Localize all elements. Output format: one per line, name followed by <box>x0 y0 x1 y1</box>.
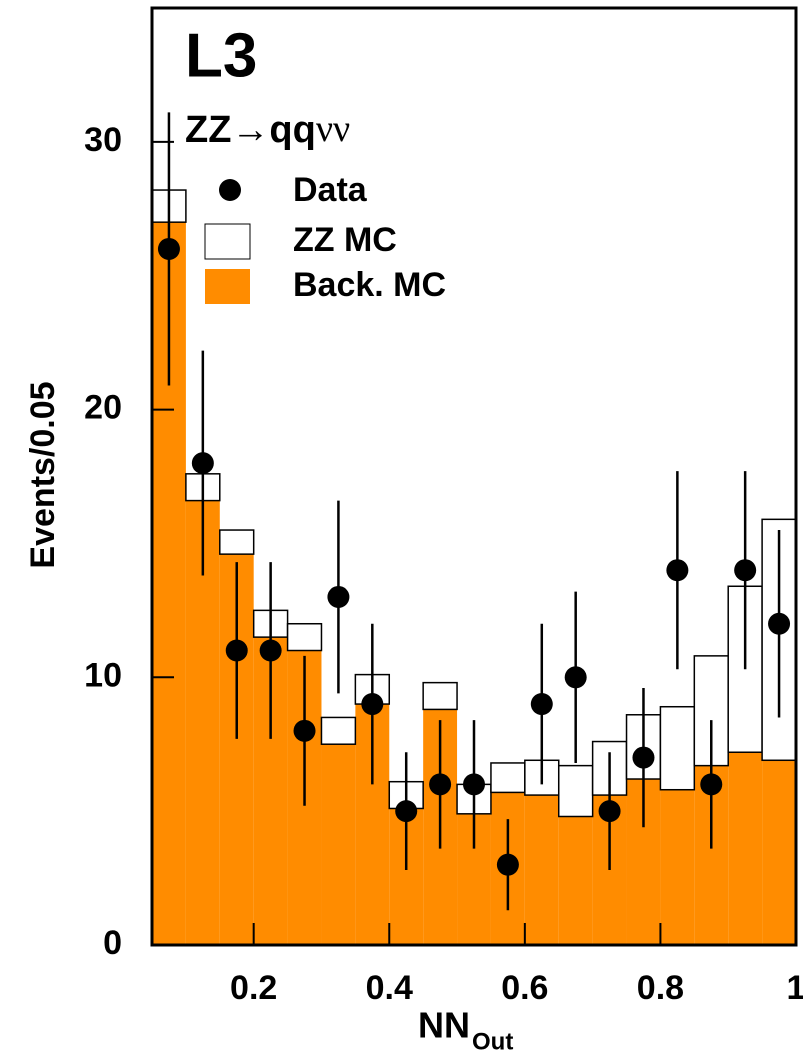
data-point <box>463 773 485 796</box>
legend-label: Back. MC <box>293 266 446 304</box>
bar <box>557 764 594 818</box>
legend-swatch <box>205 269 250 304</box>
data-point <box>564 666 587 689</box>
y-axis-label: Events/0.05 <box>24 381 62 568</box>
data-point <box>259 639 282 662</box>
x-tick-label: 0.2 <box>230 969 277 1007</box>
legend-swatch <box>204 223 251 260</box>
data-point <box>429 773 452 796</box>
channel-label: ZZ→qqνν <box>185 108 350 151</box>
data-point <box>496 853 519 876</box>
bar <box>286 622 323 652</box>
data-point <box>191 452 214 475</box>
data-point <box>598 800 621 823</box>
data-point <box>700 773 723 796</box>
experiment-label: L3 <box>185 21 257 90</box>
bar <box>219 529 255 555</box>
channel-text: ZZ→qq <box>185 109 316 151</box>
x-axis-label-sub: Out <box>472 1028 513 1055</box>
x-axis-label: NN <box>418 1005 470 1046</box>
data-point <box>293 719 316 742</box>
y-tick-label: 20 <box>84 389 122 427</box>
data-point <box>632 746 655 769</box>
bar <box>524 795 559 945</box>
x-tick-label: 1 <box>787 969 803 1007</box>
x-tick-label: 0.8 <box>637 969 684 1007</box>
bar <box>490 762 526 794</box>
data-point <box>157 237 180 260</box>
legend-label: ZZ MC <box>293 221 397 259</box>
data-point <box>395 800 418 823</box>
data-point <box>361 693 384 716</box>
x-tick-label: 0.4 <box>366 969 413 1007</box>
data-point <box>225 639 248 662</box>
bar <box>659 705 696 791</box>
channel-neutrinos: νν <box>316 108 350 150</box>
legend-label: Data <box>293 171 368 209</box>
data-point <box>530 693 553 716</box>
bar <box>762 760 796 945</box>
bar <box>321 744 356 945</box>
bar <box>422 681 458 711</box>
bar <box>320 716 357 745</box>
bar <box>558 816 593 945</box>
bar <box>728 752 763 945</box>
plot-frame <box>150 6 798 947</box>
data-point <box>734 559 757 582</box>
y-tick-label: 0 <box>103 924 122 962</box>
legend-marker <box>219 179 241 201</box>
data-point <box>666 559 689 582</box>
data-point <box>327 585 350 608</box>
bar <box>660 789 695 945</box>
data-point <box>768 612 791 635</box>
y-tick-label: 30 <box>84 121 122 159</box>
x-tick-label: 0.6 <box>501 969 548 1007</box>
y-tick-label: 10 <box>84 656 122 694</box>
